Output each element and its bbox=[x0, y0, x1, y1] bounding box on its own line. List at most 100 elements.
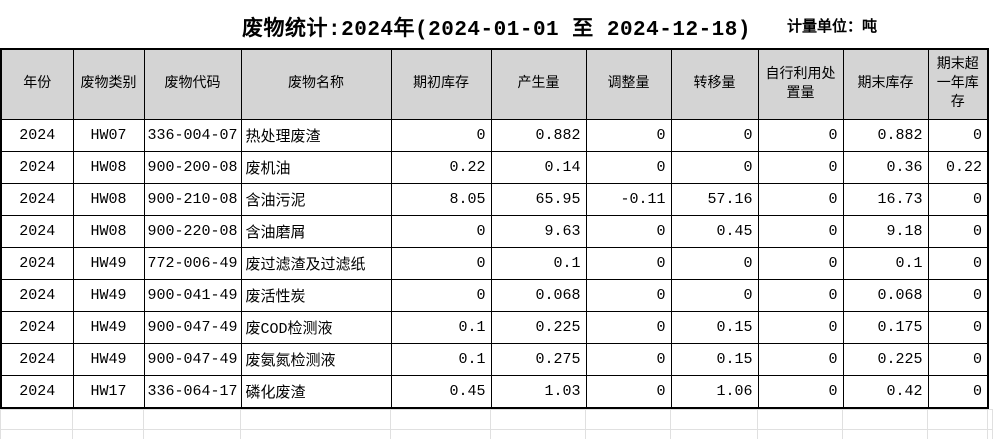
cell-waste-name[interactable]: 磷化废渣 bbox=[241, 376, 391, 409]
cell-produced[interactable]: 0.068 bbox=[491, 280, 586, 312]
cell-year[interactable]: 2024 bbox=[1, 120, 73, 152]
column-header-over-one-year[interactable]: 期末超一年库存 bbox=[928, 49, 988, 120]
column-header-closing-stock[interactable]: 期末库存 bbox=[843, 49, 928, 120]
cell-adjusted[interactable]: 0 bbox=[586, 280, 671, 312]
cell-produced[interactable]: 65.95 bbox=[491, 184, 586, 216]
cell-over-one-year[interactable]: 0 bbox=[928, 184, 988, 216]
cell-closing-stock[interactable]: 0.068 bbox=[843, 280, 928, 312]
cell-adjusted[interactable]: 0 bbox=[586, 152, 671, 184]
column-header-waste-category[interactable]: 废物类别 bbox=[73, 49, 144, 120]
cell-produced[interactable]: 9.63 bbox=[491, 216, 586, 248]
cell-closing-stock[interactable]: 0.175 bbox=[843, 312, 928, 344]
cell-opening-stock[interactable]: 0 bbox=[391, 248, 491, 280]
cell-produced[interactable]: 0.882 bbox=[491, 120, 586, 152]
cell-self-disposed[interactable]: 0 bbox=[758, 184, 843, 216]
cell-waste-category[interactable]: HW49 bbox=[73, 248, 144, 280]
cell-over-one-year[interactable]: 0 bbox=[928, 312, 988, 344]
cell-waste-code[interactable]: 336-064-17 bbox=[144, 376, 241, 409]
cell-produced[interactable]: 0.275 bbox=[491, 344, 586, 376]
cell-closing-stock[interactable]: 0.225 bbox=[843, 344, 928, 376]
cell-waste-name[interactable]: 含油污泥 bbox=[241, 184, 391, 216]
cell-closing-stock[interactable]: 0.882 bbox=[843, 120, 928, 152]
cell-waste-category[interactable]: HW49 bbox=[73, 280, 144, 312]
cell-year[interactable]: 2024 bbox=[1, 216, 73, 248]
cell-waste-code[interactable]: 900-041-49 bbox=[144, 280, 241, 312]
cell-closing-stock[interactable]: 16.73 bbox=[843, 184, 928, 216]
cell-produced[interactable]: 0.14 bbox=[491, 152, 586, 184]
cell-produced[interactable]: 0.225 bbox=[491, 312, 586, 344]
cell-opening-stock[interactable]: 0.1 bbox=[391, 344, 491, 376]
cell-over-one-year[interactable]: 0 bbox=[928, 120, 988, 152]
cell-transferred[interactable]: 0 bbox=[671, 120, 758, 152]
cell-self-disposed[interactable]: 0 bbox=[758, 344, 843, 376]
cell-adjusted[interactable]: 0 bbox=[586, 376, 671, 409]
cell-over-one-year[interactable]: 0 bbox=[928, 216, 988, 248]
cell-waste-name[interactable]: 废氨氮检测液 bbox=[241, 344, 391, 376]
cell-closing-stock[interactable]: 0.42 bbox=[843, 376, 928, 409]
cell-waste-name[interactable]: 废活性炭 bbox=[241, 280, 391, 312]
cell-adjusted[interactable]: 0 bbox=[586, 344, 671, 376]
cell-opening-stock[interactable]: 0.45 bbox=[391, 376, 491, 409]
cell-adjusted[interactable]: 0 bbox=[586, 312, 671, 344]
cell-self-disposed[interactable]: 0 bbox=[758, 152, 843, 184]
cell-over-one-year[interactable]: 0.22 bbox=[928, 152, 988, 184]
cell-transferred[interactable]: 0.15 bbox=[671, 312, 758, 344]
cell-waste-code[interactable]: 900-047-49 bbox=[144, 312, 241, 344]
cell-self-disposed[interactable]: 0 bbox=[758, 120, 843, 152]
cell-closing-stock[interactable]: 0.36 bbox=[843, 152, 928, 184]
cell-waste-code[interactable]: 900-220-08 bbox=[144, 216, 241, 248]
column-header-opening-stock[interactable]: 期初库存 bbox=[391, 49, 491, 120]
column-header-transferred[interactable]: 转移量 bbox=[671, 49, 758, 120]
cell-waste-code[interactable]: 336-004-07 bbox=[144, 120, 241, 152]
cell-transferred[interactable]: 57.16 bbox=[671, 184, 758, 216]
cell-closing-stock[interactable]: 0.1 bbox=[843, 248, 928, 280]
column-header-year[interactable]: 年份 bbox=[1, 49, 73, 120]
cell-transferred[interactable]: 0 bbox=[671, 152, 758, 184]
cell-waste-code[interactable]: 772-006-49 bbox=[144, 248, 241, 280]
column-header-waste-name[interactable]: 废物名称 bbox=[241, 49, 391, 120]
cell-waste-name[interactable]: 废过滤渣及过滤纸 bbox=[241, 248, 391, 280]
cell-self-disposed[interactable]: 0 bbox=[758, 248, 843, 280]
cell-produced[interactable]: 0.1 bbox=[491, 248, 586, 280]
cell-opening-stock[interactable]: 0.22 bbox=[391, 152, 491, 184]
cell-adjusted[interactable]: 0 bbox=[586, 216, 671, 248]
column-header-produced[interactable]: 产生量 bbox=[491, 49, 586, 120]
cell-over-one-year[interactable]: 0 bbox=[928, 280, 988, 312]
cell-waste-name[interactable]: 含油磨屑 bbox=[241, 216, 391, 248]
cell-opening-stock[interactable]: 0 bbox=[391, 280, 491, 312]
cell-year[interactable]: 2024 bbox=[1, 152, 73, 184]
cell-waste-category[interactable]: HW08 bbox=[73, 152, 144, 184]
cell-self-disposed[interactable]: 0 bbox=[758, 312, 843, 344]
cell-produced[interactable]: 1.03 bbox=[491, 376, 586, 409]
cell-year[interactable]: 2024 bbox=[1, 280, 73, 312]
column-header-self-disposed[interactable]: 自行利用处置量 bbox=[758, 49, 843, 120]
cell-opening-stock[interactable]: 8.05 bbox=[391, 184, 491, 216]
cell-waste-name[interactable]: 废机油 bbox=[241, 152, 391, 184]
cell-year[interactable]: 2024 bbox=[1, 248, 73, 280]
cell-waste-category[interactable]: HW49 bbox=[73, 312, 144, 344]
cell-waste-code[interactable]: 900-210-08 bbox=[144, 184, 241, 216]
cell-waste-category[interactable]: HW49 bbox=[73, 344, 144, 376]
cell-opening-stock[interactable]: 0 bbox=[391, 216, 491, 248]
cell-over-one-year[interactable]: 0 bbox=[928, 344, 988, 376]
cell-transferred[interactable]: 0.15 bbox=[671, 344, 758, 376]
cell-waste-category[interactable]: HW08 bbox=[73, 216, 144, 248]
cell-waste-name[interactable]: 废COD检测液 bbox=[241, 312, 391, 344]
cell-waste-code[interactable]: 900-200-08 bbox=[144, 152, 241, 184]
column-header-adjusted[interactable]: 调整量 bbox=[586, 49, 671, 120]
cell-self-disposed[interactable]: 0 bbox=[758, 216, 843, 248]
cell-adjusted[interactable]: 0 bbox=[586, 120, 671, 152]
cell-transferred[interactable]: 1.06 bbox=[671, 376, 758, 409]
cell-over-one-year[interactable]: 0 bbox=[928, 248, 988, 280]
cell-self-disposed[interactable]: 0 bbox=[758, 280, 843, 312]
cell-closing-stock[interactable]: 9.18 bbox=[843, 216, 928, 248]
cell-opening-stock[interactable]: 0.1 bbox=[391, 312, 491, 344]
cell-transferred[interactable]: 0 bbox=[671, 248, 758, 280]
cell-transferred[interactable]: 0.45 bbox=[671, 216, 758, 248]
cell-self-disposed[interactable]: 0 bbox=[758, 376, 843, 409]
cell-year[interactable]: 2024 bbox=[1, 184, 73, 216]
cell-waste-category[interactable]: HW08 bbox=[73, 184, 144, 216]
column-header-waste-code[interactable]: 废物代码 bbox=[144, 49, 241, 120]
cell-waste-category[interactable]: HW07 bbox=[73, 120, 144, 152]
cell-adjusted[interactable]: 0 bbox=[586, 248, 671, 280]
